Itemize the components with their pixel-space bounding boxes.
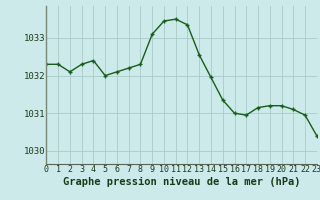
X-axis label: Graphe pression niveau de la mer (hPa): Graphe pression niveau de la mer (hPa)	[63, 177, 300, 187]
